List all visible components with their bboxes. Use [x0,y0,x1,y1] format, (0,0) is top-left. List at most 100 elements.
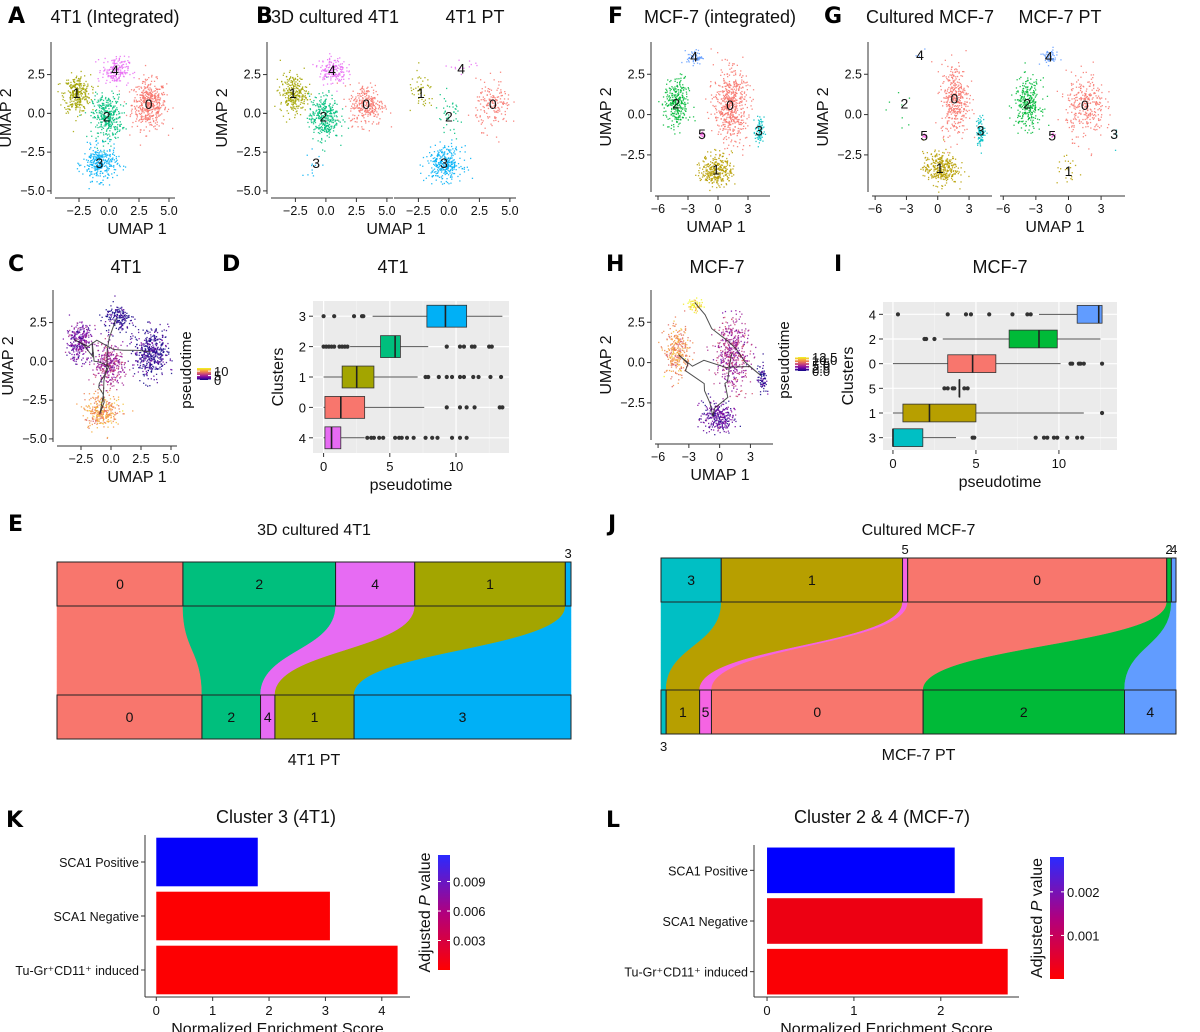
cell-point [118,310,120,312]
cell-point [450,175,452,177]
cell-point [118,96,120,98]
cell-point [332,82,334,84]
cell-point [479,115,481,117]
cell-point [460,165,462,168]
cell-point [324,99,327,101]
cell-point [73,348,75,350]
cell-point [336,60,339,62]
cell-point [150,367,153,369]
cell-point [307,103,309,105]
cell-point [294,85,296,87]
cell-point [145,79,147,82]
cell-point [435,179,437,181]
cell-point [356,116,358,119]
cell-point [90,333,92,336]
cell-point [321,139,323,141]
cell-point [119,317,121,319]
cell-point [333,115,336,117]
cell-point [118,155,120,158]
cell-point [69,104,71,106]
cell-point [349,120,352,122]
cell-point [431,176,433,178]
cell-point [327,115,329,117]
cell-point [80,95,82,97]
cell-point [149,385,151,387]
cell-point [112,322,114,325]
cell-point [135,86,137,88]
cell-point [438,151,440,154]
cell-point [114,414,116,416]
cell-point [139,380,141,382]
cell-point [101,368,104,370]
cell-point [111,359,113,361]
cell-point [134,107,137,109]
cell-point [156,76,158,78]
cell-point [296,112,298,115]
cell-point [77,343,79,345]
cell-point [491,99,493,101]
cell-point [326,127,328,130]
cell-point [110,113,112,115]
cell-point [78,336,80,339]
cell-point [110,314,112,316]
cell-point [96,163,98,165]
cell-point [87,93,90,95]
cell-point [354,98,357,100]
cell-point [445,168,447,170]
cell-point [92,418,94,420]
cell-point [344,85,347,87]
cell-point [348,78,350,80]
cell-point [372,112,374,114]
cell-point [328,104,330,107]
cell-point [295,108,297,110]
cell-point [105,403,108,405]
cell-point [155,342,158,345]
cell-point [94,376,97,378]
cell-point [328,136,330,138]
cell-point [308,95,311,97]
cell-point [116,379,119,382]
cell-point [62,338,64,340]
cell-point [326,64,329,66]
cell-point [372,89,375,91]
cell-point [109,371,112,373]
cell-point [299,114,302,116]
cell-point [144,78,147,80]
cell-point [315,110,317,112]
cell-point [162,364,164,367]
cell-point [117,162,119,164]
cell-point [116,321,119,323]
cell-point [113,62,115,64]
cell-point [328,63,330,65]
cell-point [489,99,491,101]
cell-point [134,108,136,110]
cell-point [426,84,429,86]
cell-point [137,360,139,362]
cell-point [144,98,146,100]
cell-point [118,78,120,80]
cell-point [363,90,365,92]
cell-point [150,92,153,95]
cell-point [322,122,324,124]
cell-point [96,427,98,429]
cell-point [476,109,479,111]
cell-point [113,168,115,171]
cell-point [107,331,110,333]
cell-point [93,383,95,385]
cell-point [107,114,109,116]
cell-point [140,129,142,131]
cell-point [327,76,330,78]
cell-point [85,95,87,97]
cell-point [96,181,98,183]
cell-point [332,73,334,76]
cell-point [115,70,118,72]
cell-point [111,369,113,371]
cell-point [103,151,105,153]
cell-point [136,351,138,353]
cell-point [109,364,111,366]
cell-point [76,89,78,91]
cell-point [109,368,111,370]
cell-point [132,410,134,412]
cell-point [97,161,100,163]
cell-point [85,91,87,93]
